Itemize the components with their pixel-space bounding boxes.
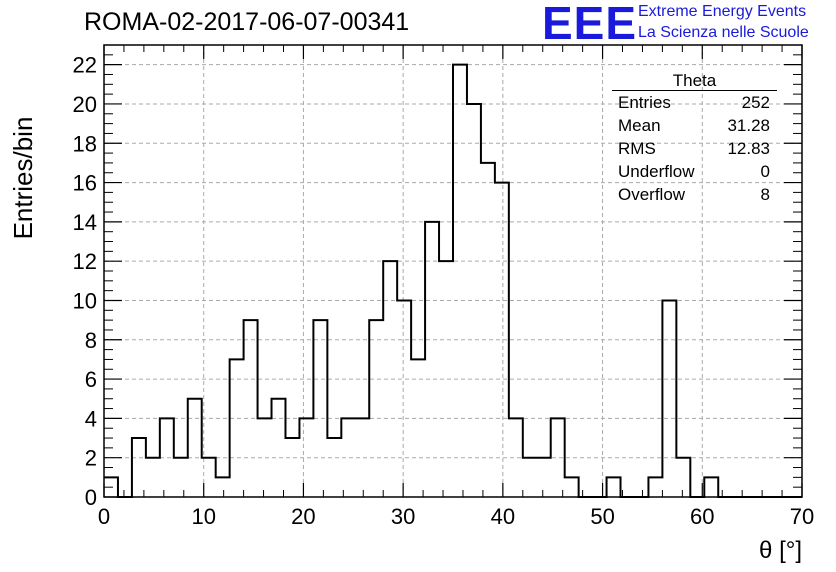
stat-value: 12.83 xyxy=(727,139,770,158)
x-tick-label: 50 xyxy=(590,504,614,529)
chart-title: ROMA-02-2017-06-07-00341 xyxy=(84,8,410,36)
x-axis-label: θ [°] xyxy=(759,537,802,564)
stat-label: Entries xyxy=(618,93,671,112)
histogram-bin xyxy=(313,320,327,497)
histogram-bin xyxy=(188,399,202,497)
histogram-bin xyxy=(327,438,341,497)
histogram-bin xyxy=(523,458,537,497)
histogram-outline xyxy=(104,63,802,498)
y-tick-label: 6 xyxy=(85,367,97,392)
stat-row-overflow: Overflow 8 xyxy=(618,185,770,207)
histogram-bin xyxy=(704,477,718,497)
y-tick-label: 22 xyxy=(73,53,97,78)
stat-value: 0 xyxy=(760,162,770,181)
histogram-bin xyxy=(244,320,258,497)
histogram-bin xyxy=(565,477,579,497)
histogram-bin xyxy=(537,458,551,497)
x-tick-label: 40 xyxy=(491,504,515,529)
histogram-bin xyxy=(146,458,160,497)
x-tick-label: 70 xyxy=(790,504,814,529)
y-tick-label: 20 xyxy=(73,92,97,117)
x-tick-label: 30 xyxy=(391,504,415,529)
histogram-bin xyxy=(662,300,676,497)
axis-tick-labels: 0 10 20 30 40 50 60 70 0 2 4 6 8 10 12 14 16 18 20 22 xyxy=(73,53,815,529)
y-tick-label: 16 xyxy=(73,171,97,196)
stat-label: Mean xyxy=(618,116,661,135)
x-tick-label: 0 xyxy=(98,504,110,529)
x-tick-label: 10 xyxy=(191,504,215,529)
histogram-bin xyxy=(369,320,383,497)
histogram-bin xyxy=(425,222,439,497)
histogram-bin xyxy=(132,438,146,497)
histogram-bin xyxy=(174,458,188,497)
stat-row-entries: Entries 252 xyxy=(618,93,770,115)
y-tick-label: 12 xyxy=(73,249,97,274)
stat-value: 252 xyxy=(741,93,770,112)
stat-row-mean: Mean 31.28 xyxy=(618,116,770,138)
logo-line-1: Extreme Energy Events xyxy=(638,3,807,20)
histogram-bin xyxy=(230,359,244,497)
stats-title: Theta xyxy=(672,71,717,90)
y-axis-label: Entries/bin xyxy=(8,117,38,240)
stat-label: Overflow xyxy=(618,185,686,204)
histogram-bin xyxy=(676,458,690,497)
y-tick-label: 0 xyxy=(85,485,97,510)
eee-logo: EEE xyxy=(542,0,638,49)
y-tick-label: 4 xyxy=(85,406,97,431)
stats-divider xyxy=(612,90,777,91)
logo-line-2: La Scienza nelle Scuole xyxy=(638,24,809,41)
histogram-bin xyxy=(216,477,230,497)
histogram-bin xyxy=(285,438,299,497)
y-tick-label: 18 xyxy=(73,131,97,156)
histogram-bin xyxy=(607,477,621,497)
histogram-bin xyxy=(397,300,411,497)
histogram-bin xyxy=(272,399,286,497)
x-tick-label: 60 xyxy=(690,504,714,529)
axis-ticks xyxy=(103,44,803,498)
y-tick-label: 2 xyxy=(85,446,97,471)
stat-row-underflow: Underflow 0 xyxy=(618,162,770,184)
stat-value: 31.28 xyxy=(727,116,770,135)
y-tick-label: 10 xyxy=(73,288,97,313)
stat-row-rms: RMS 12.83 xyxy=(618,139,770,161)
histogram-bin xyxy=(648,477,662,497)
histogram-bin xyxy=(453,65,467,497)
histogram-bin xyxy=(481,163,495,497)
stat-label: RMS xyxy=(618,139,656,158)
histogram-bin xyxy=(411,359,425,497)
stat-value: 8 xyxy=(760,185,770,204)
y-tick-label: 14 xyxy=(73,210,97,235)
x-tick-label: 20 xyxy=(291,504,315,529)
y-tick-label: 8 xyxy=(85,328,97,353)
stat-label: Underflow xyxy=(618,162,695,181)
